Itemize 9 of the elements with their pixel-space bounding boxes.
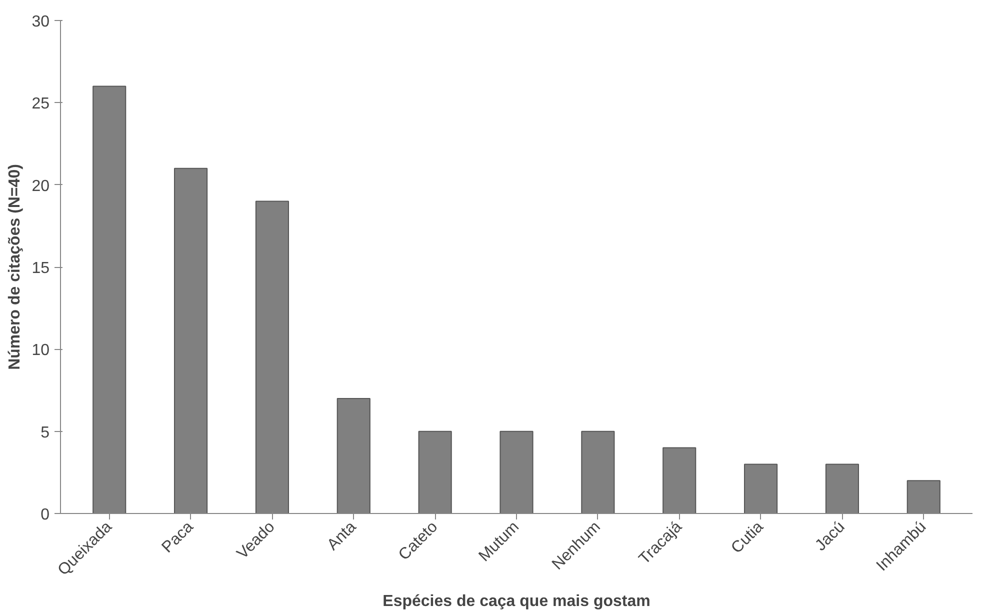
y-tick-label: 0	[40, 506, 50, 524]
y-axis-title: Número de citações (N=40)	[6, 164, 24, 370]
y-tick-label: 15	[32, 260, 50, 277]
x-axis-title: Espécies de caça que mais gostam	[382, 592, 650, 610]
y-tick-label: 10	[32, 342, 50, 360]
y-tick-label: 25	[32, 96, 50, 113]
y-tick-label: 30	[32, 14, 50, 30]
y-tick-label: 20	[32, 178, 50, 195]
y-tick-label: 5	[40, 424, 50, 442]
